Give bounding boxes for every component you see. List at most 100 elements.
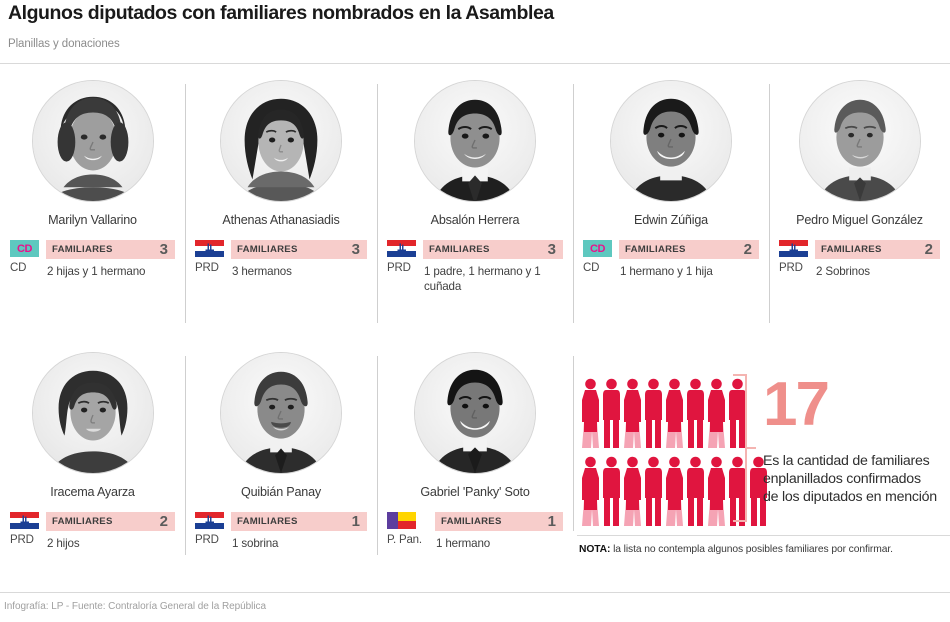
person-male-icon	[686, 456, 705, 526]
summary-text-line: de los diputados en mención	[763, 489, 937, 506]
person-female-icon	[707, 456, 726, 526]
photo-wrap	[583, 80, 759, 202]
familiares-block: FAMILIARES 3 1 padre, 1 hermano y 1 cuña…	[423, 240, 563, 295]
header-divider	[0, 63, 950, 64]
deputy-card: Iracema Ayarza PRD FAMILIARES 2 2 hijos	[0, 352, 185, 567]
party-familiares-strip: PRD FAMILIARES 3 1 padre, 1 hermano y 1 …	[387, 240, 563, 295]
cd-logo-text: CD	[17, 242, 32, 255]
person-female-icon	[623, 378, 642, 448]
familiares-label: FAMILIARES	[821, 244, 882, 256]
deputy-card: Edwin Zúñiga CD CD FAMILIARES 2 1 herman…	[573, 80, 769, 335]
familiares-count: 2	[924, 241, 933, 259]
party-block: PRD	[195, 240, 231, 274]
person-male-icon	[602, 378, 621, 448]
page-subtitle: Planillas y donaciones	[8, 38, 120, 50]
nota-text: NOTA: la lista no contempla algunos posi…	[579, 544, 949, 555]
person-female-icon	[665, 378, 684, 448]
person-female-icon	[665, 456, 684, 526]
familiares-detail: 2 hijos	[47, 537, 80, 551]
familiares-label: FAMILIARES	[52, 516, 113, 528]
summary-text-line: enplanillados confirmados	[763, 471, 921, 488]
portrait-gabriel-panky-soto	[414, 352, 536, 474]
deputy-name: Absalón Herrera	[430, 213, 520, 227]
summary-panel: 17 Es la cantidad de familiares enplanil…	[573, 352, 950, 567]
deputy-name: Edwin Zúñiga	[634, 213, 708, 227]
panamenista-logo-icon	[387, 512, 416, 530]
deputy-name: Quibián Panay	[240, 485, 322, 499]
party-abbr: PRD	[195, 534, 219, 547]
portrait-marilyn-vallarino	[31, 80, 154, 202]
photo-wrap	[779, 80, 940, 202]
person-female-icon	[707, 378, 726, 448]
party-abbr: CD	[583, 262, 600, 275]
portrait-edwin-zuniga	[610, 80, 732, 202]
familiares-block: FAMILIARES 2 1 hermano y 1 hija	[619, 240, 759, 280]
familiares-detail: 1 hermano	[436, 537, 491, 551]
party-abbr: PRD	[195, 262, 219, 275]
nota-label: NOTA:	[579, 544, 611, 555]
portrait-athenas-athanasiadis	[220, 80, 342, 202]
person-male-icon	[602, 456, 621, 526]
card-divider	[573, 356, 574, 531]
familiares-bar: FAMILIARES 2	[815, 240, 940, 260]
familiares-detail: 1 sobrina	[232, 537, 279, 551]
familiares-detail: 1 hermano y 1 hija	[620, 265, 713, 279]
photo-wrap	[195, 352, 367, 474]
party-block: CD CD	[583, 240, 619, 274]
prd-logo-icon	[195, 240, 224, 258]
party-abbr: P. Pan.	[387, 534, 422, 547]
person-male-icon	[644, 456, 663, 526]
familiares-detail: 1 padre, 1 hermano y 1 cuñada	[424, 265, 541, 294]
card-divider	[377, 356, 378, 555]
person-male-icon	[644, 378, 663, 448]
prd-logo-icon	[195, 512, 224, 530]
party-familiares-strip: PRD FAMILIARES 2 2 Sobrinos	[779, 240, 940, 280]
party-block: PRD	[779, 240, 815, 274]
party-familiares-strip: P. Pan. FAMILIARES 1 1 hermano	[387, 512, 563, 552]
familiares-detail: 2 Sobrinos	[816, 265, 870, 279]
prd-logo-icon	[387, 240, 416, 258]
portrait-quibian-panay	[220, 352, 342, 474]
familiares-bar: FAMILIARES 3	[231, 240, 367, 260]
card-divider	[185, 84, 186, 323]
familiares-bar: FAMILIARES 3	[423, 240, 563, 260]
prd-logo-icon	[779, 240, 808, 258]
photo-wrap	[10, 352, 175, 474]
deputy-card: Marilyn Vallarino CD CD FAMILIARES 3 2 h…	[0, 80, 185, 335]
bracket-icon	[733, 374, 756, 522]
photo-wrap	[10, 80, 175, 202]
familiares-detail: 3 hermanos	[232, 265, 292, 279]
party-block: PRD	[195, 512, 231, 546]
familiares-label: FAMILIARES	[441, 516, 502, 528]
familiares-block: FAMILIARES 3 2 hijas y 1 hermano	[46, 240, 175, 280]
card-divider	[573, 84, 574, 323]
deputy-name: Pedro Miguel González	[796, 213, 923, 227]
familiares-block: FAMILIARES 3 3 hermanos	[231, 240, 367, 280]
party-familiares-strip: PRD FAMILIARES 2 2 hijos	[10, 512, 175, 552]
party-block: P. Pan.	[387, 512, 435, 546]
deputy-card: Quibián Panay PRD FAMILIARES 1 1 sobrina	[185, 352, 377, 567]
card-divider	[377, 84, 378, 323]
cd-logo-icon: CD	[10, 240, 39, 258]
summary-number: 17	[763, 370, 830, 439]
familiares-count: 3	[351, 241, 360, 259]
party-block: PRD	[10, 512, 46, 546]
bracket-tick	[745, 447, 756, 449]
cd-logo-icon: CD	[583, 240, 612, 258]
familiares-label: FAMILIARES	[52, 244, 113, 256]
deputy-card: Pedro Miguel González PRD FAMILIARES 2 2…	[769, 80, 950, 335]
person-female-icon	[623, 456, 642, 526]
familiares-bar: FAMILIARES 2	[46, 512, 175, 532]
party-abbr: CD	[10, 262, 27, 275]
familiares-count: 2	[159, 513, 168, 531]
familiares-label: FAMILIARES	[625, 244, 686, 256]
person-female-icon	[581, 378, 600, 448]
familiares-count: 1	[351, 513, 360, 531]
party-familiares-strip: CD CD FAMILIARES 3 2 hijas y 1 hermano	[10, 240, 175, 280]
deputy-name: Marilyn Vallarino	[48, 213, 137, 227]
familiares-bar: FAMILIARES 3	[46, 240, 175, 260]
photo-wrap	[387, 352, 563, 474]
familiares-detail: 2 hijas y 1 hermano	[47, 265, 146, 279]
nota-divider	[577, 535, 950, 536]
